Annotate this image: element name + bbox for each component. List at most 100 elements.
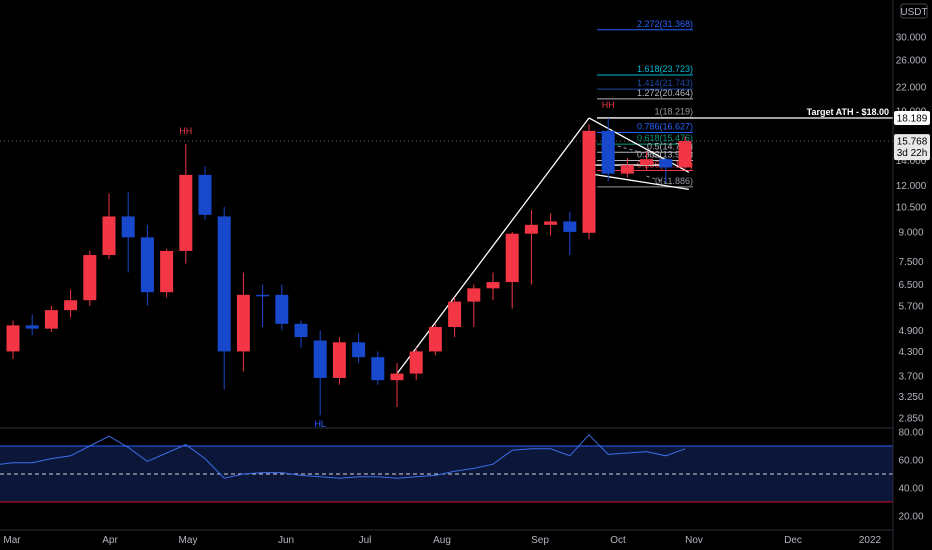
price-tick-label: 2.850	[898, 414, 923, 425]
candle	[544, 213, 558, 236]
candle	[332, 337, 346, 385]
time-axis[interactable]: Mar Apr May Jun Jul Aug Sep Oct Nov Dec 2022	[0, 529, 893, 546]
fib-level-label: 0.618(15.476)	[637, 133, 693, 143]
candle-body	[659, 159, 673, 168]
fib-level-label: 1.618(23.723)	[637, 64, 693, 74]
price-tick-label: 6.500	[898, 280, 923, 291]
target-ath-label: Target ATH - $18.00	[807, 107, 889, 117]
projection-dashed-line	[646, 175, 672, 185]
candle-body	[121, 216, 135, 238]
candle-body	[6, 325, 20, 352]
candle	[678, 136, 692, 172]
candle-body	[275, 294, 289, 324]
candle-body	[505, 233, 519, 283]
pivot-label: HH	[602, 100, 615, 110]
candle	[409, 347, 423, 381]
candle-body	[486, 282, 500, 289]
candle	[140, 224, 154, 306]
candle-body	[236, 294, 250, 352]
fib-level-label: 1(18.219)	[654, 107, 693, 117]
price-tick-label: 4.900	[898, 326, 923, 337]
candle	[275, 284, 289, 331]
target-price-tag-label: 18.189	[897, 113, 928, 124]
candle-body	[601, 130, 615, 174]
time-tick-label: Jul	[359, 535, 372, 546]
candle	[640, 151, 654, 170]
candle-body	[294, 323, 308, 338]
candle-body	[179, 174, 193, 251]
last-price-tag-label: 15.768	[897, 137, 928, 148]
time-tick-label: May	[179, 535, 198, 546]
candle	[217, 206, 231, 390]
candle	[256, 284, 270, 328]
rsi-tick-label: 20.00	[898, 512, 923, 523]
candle-body	[678, 141, 692, 168]
currency-badge[interactable]	[900, 3, 928, 19]
candle-body	[198, 174, 212, 215]
price-tick-label: 4.300	[898, 347, 923, 358]
candle-body	[44, 310, 58, 329]
candle	[102, 193, 116, 260]
candle-body	[640, 159, 654, 166]
candle-body	[582, 130, 596, 233]
candle	[179, 143, 193, 264]
candle	[467, 284, 481, 328]
candle	[294, 320, 308, 348]
candle-body	[409, 351, 423, 374]
projection-dashed-line	[617, 145, 670, 161]
time-tick-label: Aug	[433, 535, 451, 546]
candle	[582, 124, 596, 240]
candle	[236, 272, 250, 372]
candle	[371, 351, 385, 385]
candle-body	[217, 216, 231, 352]
price-tick-label: 26.000	[896, 56, 927, 67]
fib-level-label: 1.272(20.464)	[637, 88, 693, 98]
candle	[198, 166, 212, 220]
rsi-panel	[0, 427, 893, 503]
time-tick-label: Sep	[531, 535, 549, 546]
candle-body	[352, 342, 366, 358]
time-tick-label: Mar	[3, 535, 21, 546]
candle-countdown-label: 3d 22h	[897, 148, 928, 159]
candle	[121, 192, 135, 273]
fib-level-label: 0.786(16.627)	[637, 122, 693, 132]
candle-body	[371, 357, 385, 381]
candle	[601, 117, 615, 182]
last-price-tag	[894, 134, 930, 161]
candle	[352, 333, 366, 364]
candle-body	[25, 325, 39, 329]
candle-body	[467, 288, 481, 302]
candle-body	[524, 224, 538, 234]
candle	[6, 320, 20, 360]
candle-body	[313, 340, 327, 378]
currency-label: USDT	[900, 7, 927, 18]
candle-body	[256, 294, 270, 297]
candle	[44, 305, 58, 332]
time-tick-label: Oct	[610, 535, 626, 546]
rsi-line	[0, 434, 686, 479]
candle	[313, 330, 327, 416]
price-axis[interactable]: USDT 30.00026.00022.00019.00016.00014.00…	[892, 0, 928, 550]
candle-body	[428, 327, 442, 352]
candle-body	[544, 221, 558, 225]
price-tick-label: 10.500	[896, 202, 927, 213]
fib-level-label: 0.5(14.715)	[647, 141, 693, 151]
pivot-label: HH	[179, 126, 192, 136]
candle-body	[102, 216, 116, 256]
candle-body	[620, 165, 634, 174]
price-tick-label: 7.500	[898, 257, 923, 268]
price-tick-label: 30.000	[896, 33, 927, 44]
fib-level-label: 1.414(21.743)	[637, 78, 693, 88]
price-tick-label: 9.000	[898, 227, 923, 238]
candle	[524, 210, 538, 285]
candle-body	[160, 250, 174, 293]
price-tick-label: 3.250	[898, 392, 923, 403]
time-tick-label: Nov	[685, 535, 703, 546]
candle	[620, 158, 634, 178]
candle	[486, 272, 500, 301]
time-tick-label: 2022	[859, 535, 882, 546]
candle	[659, 156, 673, 183]
rsi-tick-label: 80.00	[898, 428, 923, 439]
